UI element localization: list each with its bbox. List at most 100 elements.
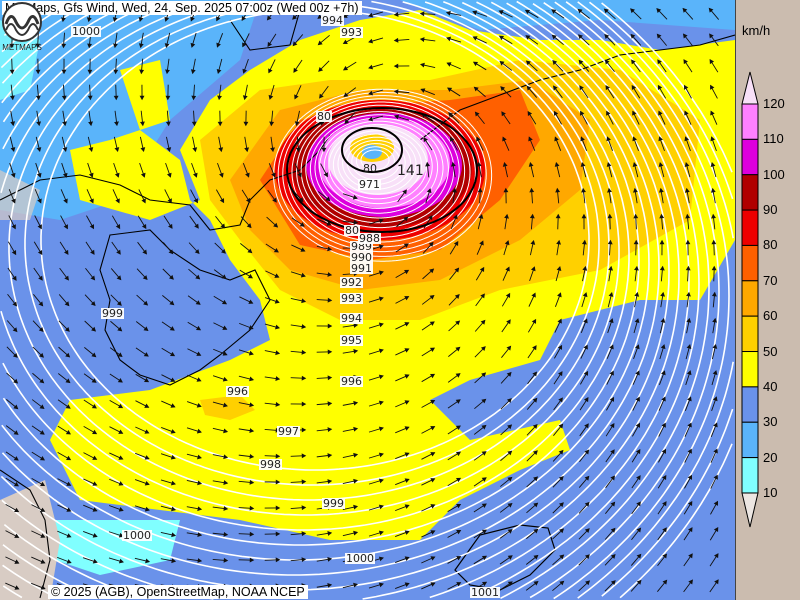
colorbar-segment-40_50 [741, 351, 759, 388]
wind-arrow-head-icon [585, 580, 591, 586]
wind-arrow-head-icon [507, 502, 513, 508]
wind-arrow-head-icon [378, 348, 384, 354]
wind-arrow-head-icon [580, 110, 585, 116]
wind-arrow-head-icon [273, 248, 279, 253]
wind-arrow-head-icon [393, 89, 399, 95]
wind-arrow-head-icon [713, 474, 718, 480]
wind-arrow-head-icon [635, 370, 640, 376]
wind-arrow-head-icon [368, 90, 374, 96]
wind-arrow-head-icon [608, 318, 614, 324]
wind-arrow-head-icon [634, 344, 640, 350]
wind-arrow-head-icon [713, 500, 719, 506]
wind-arrow-head-icon [503, 187, 509, 193]
wind-arrow-head-icon [249, 376, 255, 382]
wind-arrow-head-icon [196, 325, 202, 331]
wind-arrow-head-icon [659, 213, 665, 219]
wind-arrow-head-icon [610, 580, 616, 586]
wind-arrow-head-icon [14, 585, 20, 590]
wind-arrow-head-icon [687, 500, 693, 507]
wind-arrow-head-icon [473, 86, 479, 92]
wind-arrow-head-icon [714, 579, 719, 585]
wind-arrow-head-icon [321, 147, 327, 153]
wind-arrow-head-icon [12, 301, 18, 307]
wind-arrow-head-icon [196, 377, 202, 382]
wind-arrow-head-icon [708, 7, 714, 13]
wind-arrow-head-icon [353, 348, 359, 354]
wind-arrow-head-icon [481, 503, 487, 508]
wind-arrow-head-icon [527, 110, 533, 117]
wind-arrow-head-icon [557, 318, 562, 324]
wind-arrow-head-icon [378, 374, 384, 380]
wind-arrow-head-icon [554, 136, 559, 142]
isobar-line [3, 0, 690, 599]
wind-arrow-head-icon [404, 296, 410, 301]
wind-arrow-head-icon [582, 292, 588, 298]
wind-arrow-head-icon [528, 161, 534, 167]
wind-arrow-head-icon [62, 121, 67, 127]
wind-arrow-head-icon [453, 240, 459, 247]
wind-arrow-head-icon [247, 248, 253, 254]
wind-arrow-head-icon [394, 114, 400, 120]
wind-arrow-head-icon [166, 147, 172, 153]
wind-arrow-head-icon [430, 452, 436, 457]
wind-arrow-head-icon [223, 506, 229, 511]
wind-arrow-head-icon [301, 298, 307, 304]
wind-arrow-head-icon [684, 110, 689, 116]
wind-arrow-head-icon [243, 121, 249, 127]
isobar-label: 995 [340, 334, 363, 347]
wind-arrow-head-icon [711, 213, 717, 219]
wind-arrow-head-icon [526, 85, 532, 91]
wind-arrow-head-icon [609, 423, 615, 429]
colorbar-tick-label: 30 [763, 414, 778, 430]
wind-arrow-head-icon [686, 317, 692, 323]
wind-arrow-head-icon [166, 172, 172, 178]
colorbar-tick-label: 70 [763, 272, 778, 288]
wind-arrow-head-icon [118, 481, 124, 486]
wind-arrow-head-icon [114, 121, 119, 127]
wind-arrow-head-icon [531, 292, 536, 298]
wind-arrow-head-icon [507, 581, 513, 586]
weather-map[interactable]: MetMaps, Gfs Wind, Wed, 24. Sep. 2025 07… [0, 0, 735, 600]
land-gray [0, 170, 40, 220]
wind-arrow-head-icon [661, 422, 666, 428]
wind-arrow-head-icon [300, 247, 306, 252]
wind-arrow-head-icon [529, 187, 535, 193]
wind-arrow-head-icon [378, 426, 384, 432]
wind-arrow-head-icon [710, 84, 715, 90]
wind-arrow-head-icon [505, 292, 511, 298]
wind-arrow-head-icon [88, 121, 93, 127]
wind-arrow-head-icon [327, 349, 333, 355]
wind-arrow-head-icon [117, 378, 123, 383]
wind-arrow-head-icon [62, 172, 68, 178]
wind-arrow-head-icon [429, 294, 435, 300]
wind-arrow-head-icon [223, 557, 229, 563]
wind-arrow-head-icon [169, 326, 175, 331]
wind-arrow-head-icon [633, 239, 639, 245]
wind-arrow-head-icon [223, 428, 229, 434]
wind-arrow-head-icon [116, 275, 122, 281]
isobar-label: 993 [340, 26, 363, 39]
wind-arrow-head-icon [245, 172, 250, 178]
wind-arrow-head-icon [378, 504, 384, 510]
isobar-line [2, 2, 710, 600]
wind-field [0, 0, 735, 600]
wind-arrow-head-icon [635, 448, 641, 455]
wind-arrow-head-icon [140, 121, 145, 127]
wind-arrow-head-icon [472, 10, 478, 16]
wind-arrow-head-icon [190, 16, 195, 22]
wind-arrow-head-icon [450, 136, 455, 142]
isobar-label: 1000 [345, 552, 375, 565]
wind-arrow-head-icon [171, 532, 177, 538]
wind-arrow-head-icon [327, 272, 333, 277]
wind-arrow-head-icon [423, 137, 428, 143]
wind-arrow-head-icon [657, 84, 663, 90]
isobar-line [1, 1, 650, 561]
wind-arrow-head-icon [558, 449, 564, 455]
wind-arrow-head-icon [684, 84, 689, 90]
wind-arrow-head-icon [138, 17, 144, 22]
wind-arrow-head-icon [275, 557, 281, 563]
colorbar-tick-label: 120 [763, 96, 785, 111]
wind-arrow-head-icon [144, 377, 150, 383]
wind-arrow-head-icon [352, 194, 358, 200]
wind-arrow-head-icon [165, 69, 170, 75]
